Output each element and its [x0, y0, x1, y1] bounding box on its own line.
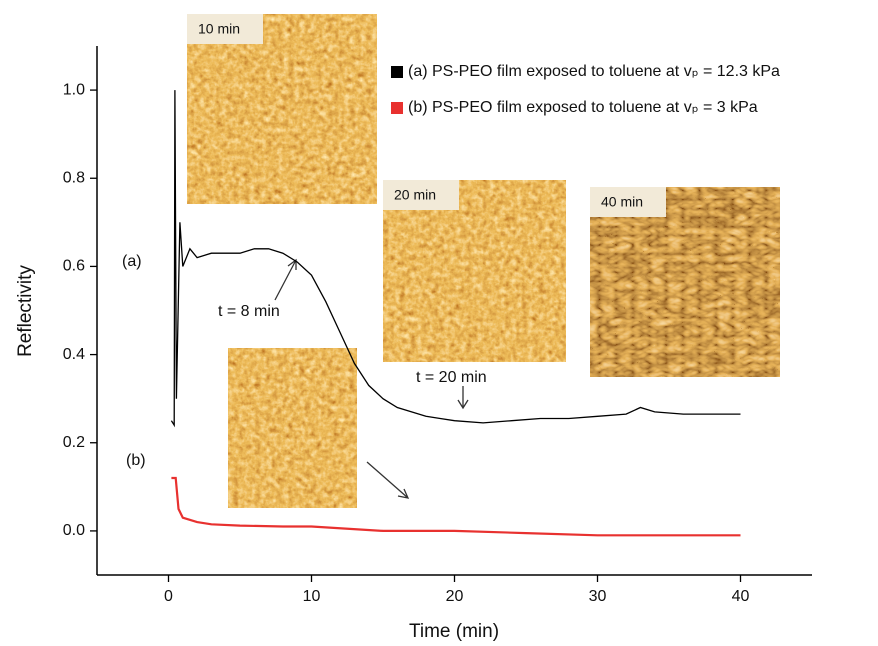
x-tick-label: 0 [164, 588, 173, 605]
afm-image [187, 14, 377, 204]
y-tick-label: 0.4 [63, 346, 85, 363]
annotation: (b) [126, 452, 146, 469]
arrows [274, 258, 469, 499]
arrow [366, 461, 410, 499]
y-tick-label: 0.2 [63, 434, 85, 451]
arrow [457, 386, 469, 410]
y-tick-label: 1.0 [63, 81, 85, 98]
inset-tag-box [383, 180, 459, 210]
insets: 10 min 20 min 40 min [187, 14, 780, 508]
x-tick-label: 20 [446, 588, 464, 605]
legend-swatch [391, 66, 403, 78]
x-tick-label: 10 [303, 588, 321, 605]
y-tick-label: 0.6 [63, 258, 85, 275]
afm-image [383, 180, 566, 362]
afm-image [228, 348, 357, 508]
inset-tag: 40 min [601, 194, 643, 210]
inset-tag: 10 min [198, 21, 240, 37]
x-axis-label: Time (min) [409, 621, 499, 642]
annotation: t = 8 min [218, 303, 280, 320]
annotation: t = 20 min [416, 369, 487, 386]
legend-label: (a) PS-PEO film exposed to toluene at vₚ… [408, 63, 780, 80]
data-line [170, 90, 741, 428]
y-axis-label: Reflectivity [15, 265, 36, 357]
data-line [171, 476, 741, 537]
legend-swatch [391, 102, 403, 114]
annotation: (a) [122, 253, 142, 270]
x-tick-label: 40 [732, 588, 750, 605]
inset-tag: 20 min [394, 187, 436, 203]
arrow [274, 258, 297, 301]
afm-image [590, 187, 780, 377]
x-tick-label: 30 [589, 588, 607, 605]
legend-label: (b) PS-PEO film exposed to toluene at vₚ… [408, 99, 758, 116]
y-tick-label: 0.8 [63, 169, 85, 186]
inset-tag-box [590, 187, 666, 217]
inset-tag-box [187, 14, 263, 44]
y-tick-label: 0.0 [63, 522, 85, 539]
